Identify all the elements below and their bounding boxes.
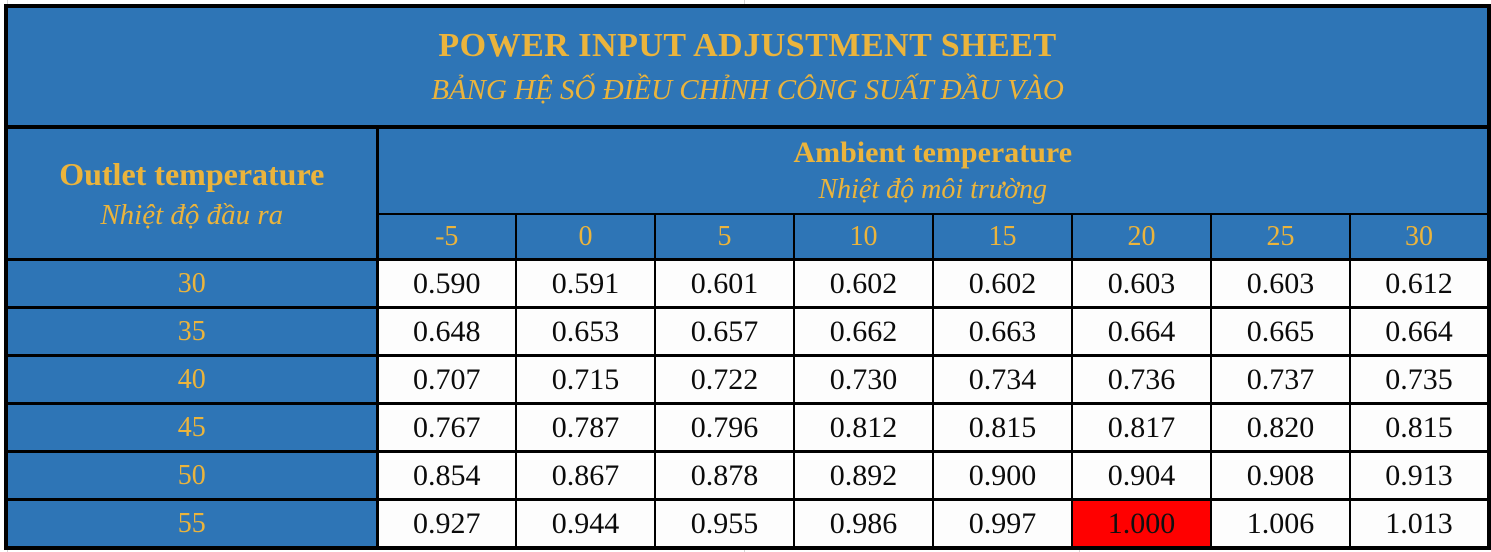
data-cell: 0.707 <box>375 354 517 405</box>
highlighted-cell: 1.000 <box>1071 498 1212 549</box>
table-row: 55 0.927 0.944 0.955 0.986 0.997 1.000 1… <box>5 498 1490 549</box>
data-cell: 0.815 <box>932 402 1073 453</box>
data-cell: 0.730 <box>793 354 934 405</box>
table-row: 35 0.648 0.653 0.657 0.662 0.663 0.664 0… <box>5 306 1490 357</box>
sheet-title-cell: POWER INPUT ADJUSTMENT SHEET BẢNG HỆ SỐ … <box>5 5 1490 129</box>
column-header: 10 <box>793 213 934 261</box>
data-cell: 0.997 <box>932 498 1073 549</box>
row-header: 50 <box>5 450 379 501</box>
data-cell: 0.815 <box>1349 402 1490 453</box>
data-cell: 0.603 <box>1071 258 1212 309</box>
column-header: 5 <box>654 213 795 261</box>
data-cell: 0.662 <box>793 306 934 357</box>
column-header: 20 <box>1071 213 1212 261</box>
data-cell: 0.820 <box>1210 402 1351 453</box>
column-header-row: -5 0 5 10 15 20 25 30 <box>6 213 1490 261</box>
data-cell: 0.603 <box>1210 258 1351 309</box>
data-cell: 0.767 <box>375 402 517 453</box>
ambient-temperature-header: Ambient temperature Nhiệt độ môi trường <box>375 126 1490 215</box>
ambient-temperature-label-vietnamese: Nhiệt độ môi trường <box>818 174 1048 205</box>
column-header: 0 <box>515 213 656 261</box>
data-cell: 0.602 <box>932 258 1073 309</box>
data-cell: 0.812 <box>793 402 934 453</box>
data-cell: 0.737 <box>1210 354 1351 405</box>
data-cell: 0.715 <box>515 354 656 405</box>
data-cell: 0.892 <box>793 450 934 501</box>
data-cell: 0.590 <box>375 258 517 309</box>
data-cell: 0.665 <box>1210 306 1351 357</box>
data-cell: 0.591 <box>515 258 656 309</box>
column-header: -5 <box>375 213 517 261</box>
data-cell: 0.854 <box>375 450 517 501</box>
table-row: 45 0.767 0.787 0.796 0.812 0.815 0.817 0… <box>5 402 1490 453</box>
data-cell: 0.734 <box>932 354 1073 405</box>
table-row: 40 0.707 0.715 0.722 0.730 0.734 0.736 0… <box>5 354 1490 405</box>
data-cell: 0.601 <box>654 258 795 309</box>
data-cell: 0.867 <box>515 450 656 501</box>
data-cell: 0.653 <box>515 306 656 357</box>
data-cell: 1.006 <box>1210 498 1351 549</box>
sheet-subtitle-vietnamese: BẢNG HỆ SỐ ĐIỀU CHỈNH CÔNG SUẤT ĐẦU VÀO <box>431 73 1064 106</box>
data-cell: 0.817 <box>1071 402 1212 453</box>
data-cell: 1.013 <box>1349 498 1490 549</box>
data-cell: 0.908 <box>1210 450 1351 501</box>
data-cell: 0.735 <box>1349 354 1490 405</box>
spreadsheet-gridline <box>7 0 8 5</box>
table-row: 30 0.590 0.591 0.601 0.602 0.602 0.603 0… <box>5 258 1490 309</box>
data-cell: 0.663 <box>932 306 1073 357</box>
data-cell: 0.927 <box>375 498 517 549</box>
data-cell: 0.722 <box>654 354 795 405</box>
data-cell: 0.664 <box>1349 306 1490 357</box>
data-cell: 0.612 <box>1349 258 1490 309</box>
row-header: 40 <box>5 354 379 405</box>
data-cell: 0.986 <box>793 498 934 549</box>
data-cell: 0.878 <box>654 450 795 501</box>
data-cell: 0.602 <box>793 258 934 309</box>
column-header: 25 <box>1210 213 1351 261</box>
data-cell: 0.944 <box>515 498 656 549</box>
outlet-temperature-label-vietnamese: Nhiệt độ đầu ra <box>100 198 284 231</box>
data-cell: 0.904 <box>1071 450 1212 501</box>
row-header: 55 <box>5 498 379 549</box>
data-cell: 0.664 <box>1071 306 1212 357</box>
row-header: 35 <box>5 306 379 357</box>
spreadsheet-gridline <box>744 0 745 5</box>
power-adjustment-table: POWER INPUT ADJUSTMENT SHEET BẢNG HỆ SỐ … <box>4 4 1491 550</box>
row-header: 30 <box>5 258 379 309</box>
outlet-temperature-label: Outlet temperature <box>59 155 325 192</box>
column-header: 15 <box>932 213 1073 261</box>
data-cell: 0.787 <box>515 402 656 453</box>
sheet-title: POWER INPUT ADJUSTMENT SHEET <box>438 26 1057 64</box>
row-header: 45 <box>5 402 379 453</box>
ambient-temperature-label: Ambient temperature <box>793 136 1073 169</box>
outlet-temperature-header: Outlet temperature Nhiệt độ đầu ra <box>5 126 379 261</box>
data-cell: 0.648 <box>375 306 517 357</box>
data-cell: 0.796 <box>654 402 795 453</box>
data-cell: 0.900 <box>932 450 1073 501</box>
column-header: 30 <box>1349 213 1490 261</box>
data-cell: 0.657 <box>654 306 795 357</box>
table-row: 50 0.854 0.867 0.878 0.892 0.900 0.904 0… <box>5 450 1490 501</box>
data-cell: 0.955 <box>654 498 795 549</box>
data-cell: 0.913 <box>1349 450 1490 501</box>
data-cell: 0.736 <box>1071 354 1212 405</box>
